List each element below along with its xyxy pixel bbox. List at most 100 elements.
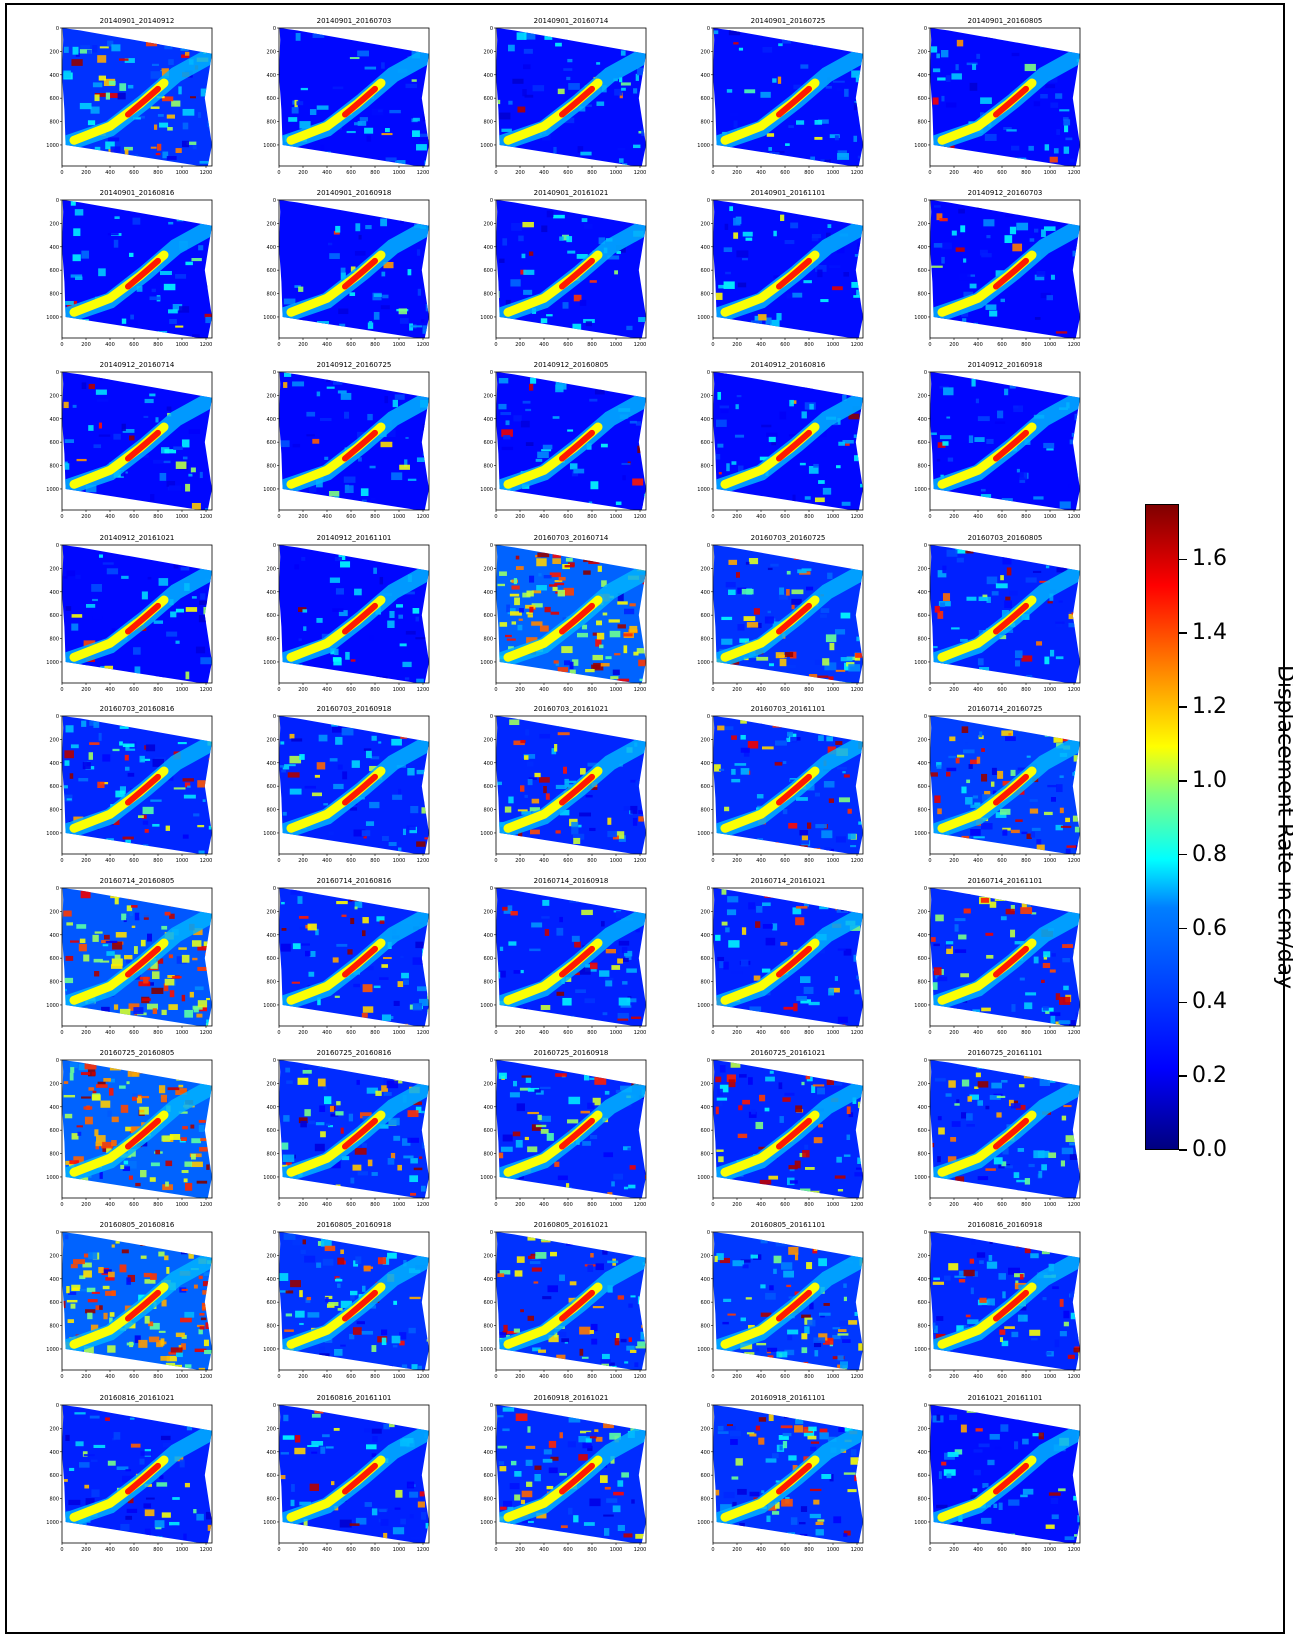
x-tick-label: 400: [756, 687, 766, 693]
x-tick-label: 1000: [1044, 514, 1057, 520]
x-tick-label: 800: [370, 858, 380, 864]
x-tick-label: 800: [804, 1202, 814, 1208]
panel-20160816_20161101: 20160816_20161101 0 200 400 600 800 1000 1200 0 2…: [263, 1394, 430, 1553]
colorbar-tick-label: 0.6: [1192, 915, 1227, 941]
panel-20140912_20161101: 20140912_20161101 0 200 400 600 800 1000 1200 0 2…: [263, 534, 430, 693]
x-tick-label: 1200: [634, 1030, 647, 1036]
panel-title: 20160703_20160918: [317, 705, 392, 713]
x-tick-label: 0: [928, 687, 931, 693]
panel-20160725_20161101: 20160725_20161101 0 200 400 600 800 1000 1200 0 2…: [914, 1049, 1081, 1208]
y-tick-label: 800: [917, 464, 927, 470]
y-tick-label: 0: [490, 543, 493, 549]
panel-20160725_20161021: 20160725_20161021 0 200 400 600 800 1000 1200 0 2…: [697, 1049, 864, 1208]
y-tick-label: 400: [917, 1450, 927, 1456]
panel-title: 20160714_20160918: [534, 877, 609, 885]
displacement-heatmap: [279, 888, 429, 1026]
y-tick-label: 400: [266, 1277, 276, 1283]
y-tick-label: 400: [700, 933, 710, 939]
x-tick-label: 200: [515, 1202, 525, 1208]
y-tick-label: 800: [483, 1324, 493, 1330]
x-tick-label: 0: [494, 1202, 497, 1208]
panel-20160703_20160714: 20160703_20160714 0 200 400 600 800 1000 1200 0 2…: [480, 534, 647, 693]
x-tick-label: 600: [346, 342, 356, 348]
y-tick-label: 1000: [46, 831, 59, 837]
x-tick-label: 800: [153, 687, 163, 693]
x-tick-label: 400: [105, 514, 115, 520]
x-tick-label: 1000: [827, 170, 840, 176]
panel-axes-frame: [278, 544, 430, 684]
panel-20160714_20160725: 20160714_20160725 0 200 400 600 800 1000 1200 0 2…: [914, 705, 1081, 864]
x-tick-label: 0: [494, 687, 497, 693]
panel-title: 20160816_20160918: [968, 1221, 1043, 1229]
glacier-fast-core: [993, 1289, 1029, 1322]
y-tick-label: 800: [917, 1324, 927, 1330]
displacement-heatmap: [930, 888, 1080, 1026]
y-tick-label: 200: [49, 1081, 59, 1087]
y-tick-label: 0: [490, 370, 493, 376]
y-tick-label: 1000: [263, 1347, 276, 1353]
y-tick-label: 400: [917, 73, 927, 79]
x-tick-label: 600: [346, 858, 356, 864]
x-tick-label: 800: [153, 342, 163, 348]
displacement-heatmap: [496, 1060, 646, 1198]
x-tick-label: 600: [563, 1374, 573, 1380]
y-tick-label: 1000: [697, 831, 710, 837]
y-tick-label: 800: [483, 120, 493, 126]
x-tick-label: 800: [370, 514, 380, 520]
x-tick-label: 0: [928, 1202, 931, 1208]
y-tick-label: 1000: [263, 1003, 276, 1009]
x-tick-label: 200: [949, 170, 959, 176]
y-tick-label: 0: [273, 370, 276, 376]
x-tick-label: 400: [105, 858, 115, 864]
colorbar-tick-label: 0.8: [1192, 841, 1227, 867]
x-tick-label: 600: [563, 514, 573, 520]
y-tick-label: 1000: [480, 1347, 493, 1353]
y-tick-label: 600: [917, 1473, 927, 1479]
y-tick-label: 0: [56, 543, 59, 549]
y-tick-label: 800: [917, 808, 927, 814]
x-tick-label: 400: [105, 1547, 115, 1553]
x-tick-label: 800: [370, 170, 380, 176]
x-tick-label: 800: [587, 858, 597, 864]
x-tick-label: 800: [587, 514, 597, 520]
x-tick-label: 1200: [634, 342, 647, 348]
x-tick-label: 400: [322, 170, 332, 176]
panel-axes-frame: [278, 199, 430, 339]
panel-title: 20160918_20161021: [534, 1394, 609, 1402]
y-tick-label: 200: [917, 1081, 927, 1087]
y-tick-label: 200: [917, 393, 927, 399]
colorbar-tick: [1179, 706, 1187, 708]
x-tick-label: 0: [928, 1547, 931, 1553]
y-tick-label: 0: [707, 26, 710, 32]
x-tick-label: 800: [587, 342, 597, 348]
y-tick-label: 600: [483, 440, 493, 446]
x-tick-label: 800: [1021, 514, 1031, 520]
y-tick-label: 800: [917, 292, 927, 298]
x-tick-label: 600: [997, 1202, 1007, 1208]
x-tick-label: 600: [346, 1547, 356, 1553]
panel-20160918_20161021: 20160918_20161021 0 200 400 600 800 1000 1200 0 2…: [480, 1394, 647, 1553]
x-tick-label: 400: [539, 858, 549, 864]
glacier-fast-core: [776, 945, 812, 978]
x-tick-label: 800: [1021, 687, 1031, 693]
glacier-fast-core: [993, 257, 1029, 290]
y-tick-label: 1000: [697, 1347, 710, 1353]
panel-axes-frame: [712, 1404, 864, 1544]
x-tick-label: 1000: [176, 687, 189, 693]
panel-title: 20140901_20160714: [534, 17, 609, 25]
panel-20160714_20160805: 20160714_20160805 0 200 400 600 800 1000 1200 0 2…: [46, 877, 213, 1036]
x-tick-label: 1200: [851, 687, 864, 693]
y-tick-label: 0: [924, 1230, 927, 1236]
displacement-heatmap: [279, 28, 429, 166]
colorbar-tick: [1179, 1149, 1187, 1151]
panel-title: 20160714_20160725: [968, 705, 1043, 713]
x-tick-label: 800: [153, 170, 163, 176]
y-tick-label: 200: [917, 1253, 927, 1259]
y-tick-label: 0: [707, 1403, 710, 1409]
y-tick-label: 0: [56, 370, 59, 376]
x-tick-label: 600: [997, 170, 1007, 176]
x-tick-label: 1000: [1044, 858, 1057, 864]
glacier-fast-core: [559, 1117, 595, 1150]
x-tick-label: 800: [804, 170, 814, 176]
panel-axes-frame: [61, 887, 213, 1027]
